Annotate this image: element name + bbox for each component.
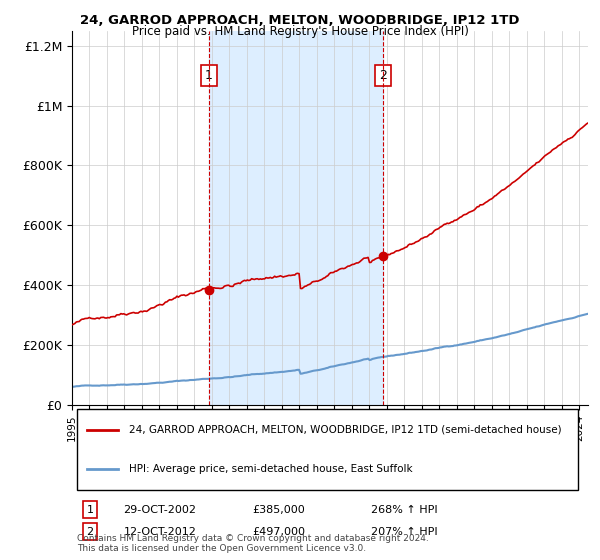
Text: HPI: Average price, semi-detached house, East Suffolk: HPI: Average price, semi-detached house,… — [129, 464, 412, 474]
Text: 24, GARROD APPROACH, MELTON, WOODBRIDGE, IP12 1TD: 24, GARROD APPROACH, MELTON, WOODBRIDGE,… — [80, 14, 520, 27]
Bar — [209, 31, 383, 405]
Text: 2: 2 — [379, 69, 387, 82]
Text: Contains HM Land Registry data © Crown copyright and database right 2024.
This d: Contains HM Land Registry data © Crown c… — [77, 534, 429, 553]
Text: 29-OCT-2002: 29-OCT-2002 — [124, 505, 197, 515]
FancyBboxPatch shape — [77, 409, 578, 490]
Text: 1: 1 — [205, 69, 213, 82]
Text: Price paid vs. HM Land Registry's House Price Index (HPI): Price paid vs. HM Land Registry's House … — [131, 25, 469, 38]
Text: 268% ↑ HPI: 268% ↑ HPI — [371, 505, 438, 515]
Text: £497,000: £497,000 — [253, 526, 305, 536]
Text: 2: 2 — [86, 526, 94, 536]
Text: 1: 1 — [86, 505, 94, 515]
Text: 207% ↑ HPI: 207% ↑ HPI — [371, 526, 438, 536]
Text: 24, GARROD APPROACH, MELTON, WOODBRIDGE, IP12 1TD (semi-detached house): 24, GARROD APPROACH, MELTON, WOODBRIDGE,… — [129, 425, 562, 435]
Text: £385,000: £385,000 — [253, 505, 305, 515]
Text: 12-OCT-2012: 12-OCT-2012 — [124, 526, 196, 536]
